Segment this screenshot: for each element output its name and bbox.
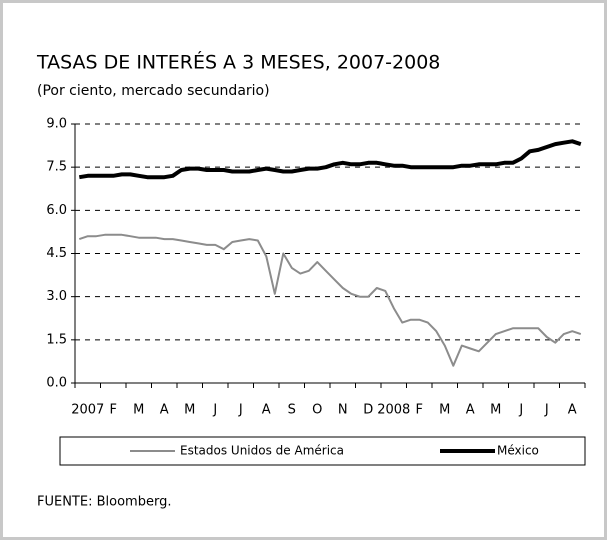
y-tick-label: 1.5	[46, 332, 67, 347]
series-line	[78, 139, 582, 180]
x-tick-label: J	[238, 403, 243, 418]
x-tick-label: F	[416, 403, 423, 418]
y-tick-label: 9.0	[46, 117, 67, 132]
y-tick-label: 4.5	[46, 246, 67, 261]
x-tick-label: S	[288, 403, 296, 418]
x-tick-label: J	[212, 403, 217, 418]
x-tick-label: M	[490, 403, 501, 418]
x-tick-label: F	[110, 403, 117, 418]
x-tick-label: 2008	[377, 403, 410, 418]
series-line	[78, 233, 582, 367]
chart-subtitle: (Por ciento, mercado secundario)	[37, 83, 270, 99]
y-tick-label: 0.0	[46, 376, 67, 391]
x-tick-label: M	[439, 403, 450, 418]
x-tick-label: M	[133, 403, 144, 418]
source: FUENTE: Bloomberg.	[37, 495, 171, 510]
x-tick-label: N	[338, 403, 348, 418]
chart-title: TASAS DE INTERÉS A 3 MESES, 2007-2008	[36, 51, 440, 74]
x-tick-label: 2007	[71, 403, 104, 418]
x-tick-label: A	[262, 403, 271, 418]
x-tick-label: J	[544, 403, 549, 418]
x-tick-label: M	[184, 403, 195, 418]
y-tick-label: 3.0	[46, 289, 67, 304]
legend-label: México	[497, 444, 539, 458]
x-tick-label: D	[363, 403, 373, 418]
x-tick-label: J	[518, 403, 523, 418]
legend-label: Estados Unidos de América	[180, 444, 344, 458]
x-tick-label: O	[312, 403, 322, 418]
x-tick-label: A	[568, 403, 577, 418]
y-tick-label: 6.0	[46, 203, 67, 218]
x-tick-label: A	[466, 403, 475, 418]
x-tick-label: A	[160, 403, 169, 418]
y-tick-label: 7.5	[46, 160, 67, 175]
